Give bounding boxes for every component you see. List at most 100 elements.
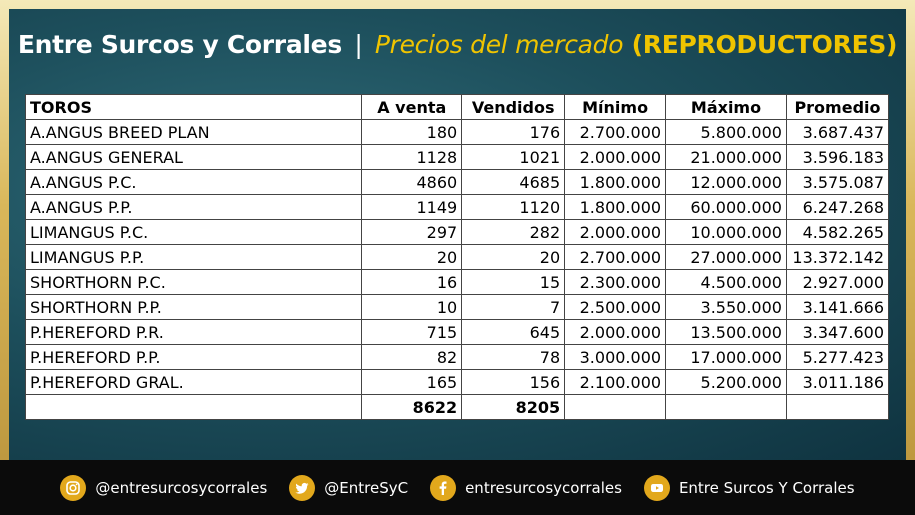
table-header-row: TOROS A venta Vendidos Mínimo Máximo Pro…: [24, 94, 890, 120]
value-cell: 2.500.000: [564, 294, 667, 320]
social-label: entresurcosycorrales: [465, 478, 622, 497]
header-cell: TOROS: [24, 94, 363, 120]
value-cell: 20: [461, 244, 566, 270]
table-row: SHORTHORN P.C. 16 15 2.300.000 4.500.000 2.92…: [24, 269, 890, 295]
value-cell: 3.550.000: [665, 294, 787, 320]
value-cell: 5.277.423: [785, 344, 890, 370]
value-cell: 78: [461, 344, 566, 370]
total-cell: [785, 394, 890, 420]
breed-cell: SHORTHORN P.P.: [24, 294, 363, 320]
value-cell: 13.500.000: [665, 319, 787, 345]
footer-bar: @entresurcosycorrales @EntreSyC entresur…: [0, 460, 915, 515]
value-cell: 2.000.000: [564, 144, 667, 170]
value-cell: 5.200.000: [665, 369, 787, 395]
value-cell: 297: [361, 219, 463, 245]
table-row: P.HEREFORD GRAL. 165 156 2.100.000 5.200.000…: [24, 369, 890, 395]
value-cell: 3.347.600: [785, 319, 890, 345]
value-cell: 3.687.437: [785, 119, 890, 145]
facebook-icon: [430, 474, 457, 501]
value-cell: 176: [461, 119, 566, 145]
value-cell: 156: [461, 369, 566, 395]
value-cell: 1.800.000: [564, 194, 667, 220]
value-cell: 15: [461, 269, 566, 295]
value-cell: 13.372.142: [785, 244, 890, 270]
header-cell: Máximo: [665, 94, 787, 120]
table-row: SHORTHORN P.P. 10 7 2.500.000 3.550.000 3.141…: [24, 294, 890, 320]
table-row: A.ANGUS GENERAL 1128 1021 2.000.000 21.000.0…: [24, 144, 890, 170]
value-cell: 1021: [461, 144, 566, 170]
value-cell: 3.575.087: [785, 169, 890, 195]
value-cell: 17.000.000: [665, 344, 787, 370]
value-cell: 4.582.265: [785, 219, 890, 245]
value-cell: 2.000.000: [564, 219, 667, 245]
value-cell: 1120: [461, 194, 566, 220]
breed-cell: P.HEREFORD P.R.: [24, 319, 363, 345]
value-cell: 2.700.000: [564, 244, 667, 270]
breed-cell: P.HEREFORD P.P.: [24, 344, 363, 370]
title-main: Entre Surcos y Corrales: [17, 30, 342, 59]
value-cell: 1.800.000: [564, 169, 667, 195]
header-cell: Mínimo: [564, 94, 667, 120]
value-cell: 7: [461, 294, 566, 320]
social-label: Entre Surcos Y Corrales: [678, 478, 855, 497]
value-cell: 82: [361, 344, 463, 370]
social-facebook[interactable]: entresurcosycorrales: [430, 474, 622, 501]
social-instagram[interactable]: @entresurcosycorrales: [60, 474, 268, 501]
breed-cell: LIMANGUS P.C.: [24, 219, 363, 245]
total-cell: [24, 394, 363, 420]
total-cell: 8622: [361, 394, 463, 420]
value-cell: 12.000.000: [665, 169, 787, 195]
table-row: A.ANGUS P.P. 1149 1120 1.800.000 60.000.000 6…: [24, 194, 890, 220]
value-cell: 2.927.000: [785, 269, 890, 295]
title-subtitle: Precios del mercado: [374, 30, 624, 59]
youtube-icon: [643, 474, 670, 501]
page-title: Entre Surcos y Corrales | Precios del me…: [0, 30, 915, 59]
table-row: A.ANGUS BREED PLAN 180 176 2.700.000 5.800.0…: [24, 119, 890, 145]
breed-cell: A.ANGUS BREED PLAN: [24, 119, 363, 145]
value-cell: 2.100.000: [564, 369, 667, 395]
title-tag: (REPRODUCTORES): [631, 30, 898, 59]
social-links: @entresurcosycorrales @EntreSyC entresur…: [0, 460, 915, 515]
value-cell: 6.247.268: [785, 194, 890, 220]
value-cell: 1128: [361, 144, 463, 170]
table-row: P.HEREFORD P.R. 715 645 2.000.000 13.500.000…: [24, 319, 890, 345]
value-cell: 2.700.000: [564, 119, 667, 145]
twitter-icon: [289, 474, 316, 501]
table-body: A.ANGUS BREED PLAN 180 176 2.700.000 5.800.0…: [24, 119, 890, 420]
value-cell: 4.500.000: [665, 269, 787, 295]
total-cell: [564, 394, 667, 420]
value-cell: 20: [361, 244, 463, 270]
header-cell: Promedio: [785, 94, 890, 120]
value-cell: 165: [361, 369, 463, 395]
breed-cell: A.ANGUS GENERAL: [24, 144, 363, 170]
breed-cell: SHORTHORN P.C.: [24, 269, 363, 295]
value-cell: 21.000.000: [665, 144, 787, 170]
social-youtube[interactable]: Entre Surcos Y Corrales: [643, 474, 855, 501]
value-cell: 3.141.666: [785, 294, 890, 320]
total-cell: [665, 394, 787, 420]
breed-cell: LIMANGUS P.P.: [24, 244, 363, 270]
value-cell: 16: [361, 269, 463, 295]
value-cell: 282: [461, 219, 566, 245]
value-cell: 2.000.000: [564, 319, 667, 345]
value-cell: 3.000.000: [564, 344, 667, 370]
breed-cell: P.HEREFORD GRAL.: [24, 369, 363, 395]
value-cell: 645: [461, 319, 566, 345]
breed-cell: A.ANGUS P.C.: [24, 169, 363, 195]
table-row: P.HEREFORD P.P. 82 78 3.000.000 17.000.000 5.…: [24, 344, 890, 370]
title-separator: |: [354, 30, 363, 59]
value-cell: 10.000.000: [665, 219, 787, 245]
instagram-icon: [60, 474, 87, 501]
totals-row: 8622 8205: [24, 394, 890, 420]
social-twitter[interactable]: @EntreSyC: [289, 474, 409, 501]
table-row: LIMANGUS P.P. 20 20 2.700.000 27.000.000 13.3…: [24, 244, 890, 270]
value-cell: 715: [361, 319, 463, 345]
value-cell: 180: [361, 119, 463, 145]
value-cell: 2.300.000: [564, 269, 667, 295]
social-label: @entresurcosycorrales: [95, 478, 268, 497]
value-cell: 4685: [461, 169, 566, 195]
value-cell: 4860: [361, 169, 463, 195]
social-label: @EntreSyC: [324, 478, 409, 497]
total-cell: 8205: [461, 394, 566, 420]
